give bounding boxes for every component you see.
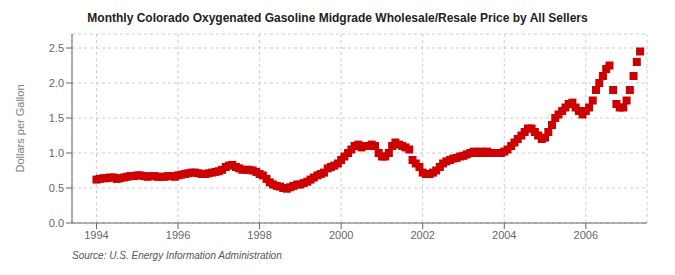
- html-text:Monthly Colorado Oxygenated Ga: Monthly Colorado Oxygenated Gasoline Mid…: [87, 11, 588, 25]
- svg-text:2.5: 2.5: [49, 42, 64, 54]
- svg-text:0.0: 0.0: [49, 217, 64, 229]
- svg-text:1996: 1996: [166, 229, 190, 241]
- svg-text:0.5: 0.5: [49, 182, 64, 194]
- svg-text:2002: 2002: [410, 229, 434, 241]
- svg-text:1.0: 1.0: [49, 147, 64, 159]
- svg-text:1994: 1994: [84, 229, 108, 241]
- html-text:Source: U.S. Energy Informatio: Source: U.S. Energy Information Administ…: [72, 250, 282, 261]
- svg-text:1998: 1998: [247, 229, 271, 241]
- svg-text:2004: 2004: [492, 229, 516, 241]
- svg-text:2000: 2000: [329, 229, 353, 241]
- svg-text:2006: 2006: [574, 229, 598, 241]
- svg-text:2.0: 2.0: [49, 77, 64, 89]
- svg-text:Dollars per Gallon: Dollars per Gallon: [14, 84, 26, 172]
- svg-text:1.5: 1.5: [49, 112, 64, 124]
